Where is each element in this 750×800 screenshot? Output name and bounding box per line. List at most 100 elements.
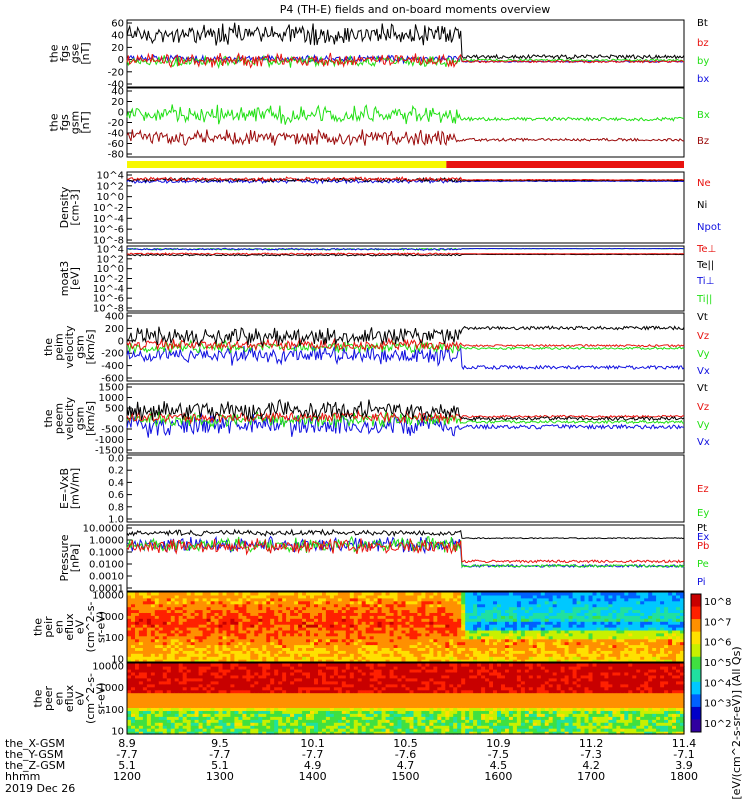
spectrogram-cell — [146, 680, 152, 685]
spectrogram-cell — [628, 638, 633, 643]
spectrogram-cell — [588, 612, 594, 616]
spectrogram-cell — [473, 644, 478, 648]
spectrogram-cell — [254, 680, 259, 685]
spectrogram-cell — [182, 641, 188, 646]
spectrogram-cell — [142, 635, 148, 640]
spectrogram-cell — [501, 641, 506, 646]
spectrogram-cell — [127, 632, 132, 637]
spectrogram-cell — [246, 683, 251, 688]
spectrogram-cell — [640, 600, 645, 605]
spectrogram-cell — [493, 635, 498, 640]
spectrogram-cell — [322, 627, 327, 631]
spectrogram-cell — [568, 618, 574, 622]
spectrogram-cell — [322, 683, 327, 688]
spectrogram-cell — [676, 624, 681, 628]
spectrogram-cell — [369, 635, 375, 640]
spectrogram-cell — [640, 629, 645, 634]
spectrogram-cell — [628, 650, 633, 654]
spectrogram-cell — [246, 624, 251, 628]
spectrogram-cell — [294, 632, 299, 637]
spectrogram-cell — [580, 644, 586, 648]
y-tick-label: -20 — [108, 118, 124, 129]
spectrogram-cell — [174, 668, 180, 673]
spectrogram-cell — [353, 698, 359, 703]
spectrogram-cell — [322, 629, 327, 634]
spectrogram-cell — [481, 632, 486, 637]
series-Vt — [126, 398, 685, 422]
spectrogram-cell — [242, 683, 247, 688]
spectrogram-cell — [254, 668, 259, 673]
spectrogram-cell — [489, 632, 494, 637]
spectrogram-cell — [489, 656, 494, 660]
spectrogram-cell — [345, 618, 351, 622]
spectrogram-cell — [306, 719, 311, 723]
spectrogram-cell — [162, 659, 168, 663]
spectrogram-cell — [190, 603, 196, 608]
spectrogram-cell — [230, 683, 235, 688]
spectrogram-cell — [349, 692, 355, 697]
spectrogram-cell — [218, 659, 224, 663]
spectrogram-cell — [588, 609, 594, 613]
spectrogram-cell — [146, 624, 152, 628]
spectrogram-cell — [604, 638, 609, 643]
spectrogram-cell — [214, 659, 220, 663]
spectrogram-cell — [322, 656, 327, 660]
spectrogram-cell — [596, 603, 602, 608]
spectrogram-cell — [270, 692, 275, 697]
spectrogram-cell — [174, 627, 180, 631]
spectrogram-cell — [508, 592, 514, 596]
spectrogram-cell — [465, 627, 470, 631]
spectrogram-cell — [377, 638, 383, 643]
spectrogram-cell — [584, 629, 590, 634]
spectrogram-cell — [445, 592, 450, 596]
spectrogram-cell — [294, 641, 299, 646]
spectrogram-cell — [182, 728, 188, 732]
spectrogram-cell — [676, 609, 681, 613]
spectrogram-cell — [142, 674, 148, 679]
spectrogram-cell — [588, 594, 594, 599]
spectrogram-cell — [294, 713, 299, 717]
spectrogram-cell — [672, 618, 677, 622]
spectrogram-cell — [206, 627, 212, 631]
spectrogram-cell — [222, 695, 228, 700]
spectrogram-cell — [516, 653, 522, 657]
spectrogram-cell — [325, 638, 331, 643]
spectrogram-cell — [365, 615, 371, 619]
spectrogram-cell — [636, 609, 641, 613]
spectrogram-cell — [186, 686, 192, 691]
spectrogram-cell — [369, 592, 375, 596]
spectrogram-cell — [226, 612, 232, 616]
spectrogram-cell — [516, 603, 522, 608]
spectrogram-cell — [174, 600, 180, 605]
spectrogram-cell — [198, 612, 204, 616]
spectrogram-cell — [210, 597, 216, 602]
panel-peir-spectrogram: 10000100010010thepeirenefluxeV(cm^2-s-sr… — [32, 591, 685, 666]
spectrogram-cell — [254, 606, 259, 611]
spectrogram-cell — [322, 592, 327, 596]
spectrogram-cell — [318, 609, 323, 613]
spectrogram-cell — [194, 632, 200, 637]
spectrogram-cell — [457, 629, 462, 634]
spectrogram-cell — [290, 615, 295, 619]
spectrogram-cell — [166, 689, 172, 694]
spectrogram-cell — [524, 650, 530, 654]
spectrogram-cell — [377, 641, 383, 646]
spectrogram-cell — [190, 632, 196, 637]
spectrogram-cell — [505, 653, 510, 657]
spectrogram-cell — [170, 606, 176, 611]
spectrogram-cell — [369, 638, 375, 643]
spectrogram-cell — [457, 647, 462, 651]
spectrogram-cell — [127, 629, 132, 634]
spectrogram-cell — [349, 722, 355, 726]
spectrogram-cell — [381, 641, 387, 646]
spectrogram-cell — [318, 632, 323, 637]
spectrogram-cell — [154, 671, 160, 676]
spectrogram-cell — [182, 689, 188, 694]
spectrogram-cell — [457, 592, 462, 596]
spectrogram-cell — [306, 653, 311, 657]
spectrogram-cell — [182, 722, 188, 726]
spectrogram-cell — [302, 731, 307, 735]
spectrogram-cell — [154, 612, 160, 616]
spectrogram-cell — [453, 644, 458, 648]
spectrogram-cell — [210, 638, 216, 643]
